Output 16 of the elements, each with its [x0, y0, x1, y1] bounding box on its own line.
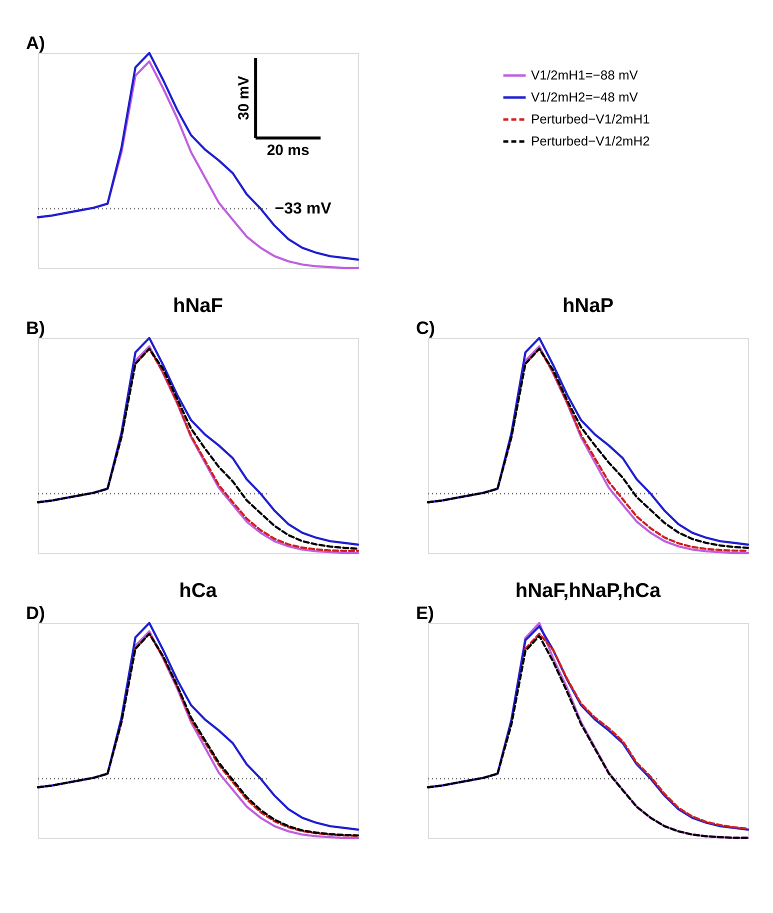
annotation: 30 mV — [236, 76, 253, 120]
text: A) — [26, 33, 45, 53]
legend-label: Perturbed−V1/2mH1 — [531, 112, 650, 126]
legend-label: V1/2mH1=−88 mV — [531, 68, 638, 82]
text: D) — [26, 603, 45, 623]
legend-label: V1/2mH2=−48 mV — [531, 90, 638, 104]
text: B) — [26, 318, 45, 338]
chart-title: hCa — [179, 580, 218, 602]
legend-label: Perturbed−V1/2mH2 — [531, 134, 650, 148]
chart-title: hNaP — [562, 295, 614, 317]
annotation: 20 ms — [266, 142, 310, 159]
chart-title: hNaF — [173, 295, 223, 317]
chart-title: hNaF,hNaP,hCa — [515, 580, 662, 602]
annotation: E) — [416, 603, 434, 623]
text: C) — [416, 318, 435, 338]
ref-line-label: −33 mV — [274, 200, 332, 218]
